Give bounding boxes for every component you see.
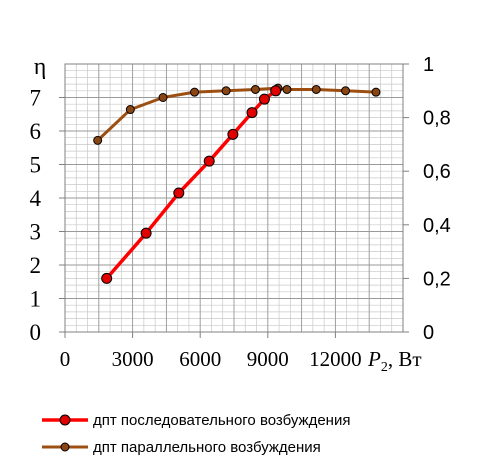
y-right-tick-label: 1 [423,54,434,76]
y-right-tick-label: 0,4 [423,215,451,237]
y-right-axis: 0 0,2 0,4 0,6 0,8 1 [402,54,451,344]
y-left-tick-label: 5 [30,153,42,178]
x-axis: 0 3000 6000 9000 12000 [60,331,403,371]
y-left-axis-label: η [34,54,47,80]
data-point-parallel [125,105,135,115]
data-point-parallel [190,87,200,97]
y-right-tick-label: 0,6 [423,161,451,183]
data-point-sequential [140,227,152,239]
x-tick-label: 0 [60,347,71,371]
y-right-tick-label: 0 [423,322,434,344]
x-axis-label-main: P [367,347,381,371]
data-point-sequential [203,155,215,167]
legend-marker [60,442,70,452]
x-tick-label: 9000 [247,347,289,371]
data-point-parallel [250,84,260,94]
series-layer [93,83,381,284]
y-left-tick-label: 7 [30,86,42,111]
x-axis-label: P2, Вт [367,347,422,375]
data-point-parallel [282,84,292,94]
y-left-axis: 0 1 2 3 4 5 6 7 [30,64,66,345]
data-point-parallel [341,86,351,96]
data-point-sequential [258,93,270,105]
data-point-sequential [246,107,258,119]
x-axis-label-unit: , Вт [388,347,422,371]
data-point-sequential [270,85,282,97]
x-tick-label: 12000 [309,347,362,371]
data-point-parallel [371,87,381,97]
x-tick-label: 6000 [179,347,221,371]
data-point-parallel [221,86,231,96]
y-left-tick-label: 1 [30,287,42,312]
legend-marker [59,414,71,426]
y-left-tick-label: 6 [30,119,42,144]
y-right-tick-label: 0,8 [423,108,451,130]
y-left-tick-label: 4 [30,186,42,211]
legend: дпт последовательного возбуждения дпт пар… [42,412,350,456]
y-left-tick-label: 3 [30,220,42,245]
x-tick-label: 3000 [112,347,154,371]
data-point-parallel [311,84,321,94]
y-right-tick-label: 0,2 [423,268,451,290]
grid-major [65,64,403,332]
legend-label: дпт последовательного возбуждения [93,412,350,429]
data-point-parallel [93,135,103,145]
y-left-tick-label: 0 [30,320,42,345]
data-point-sequential [173,187,185,199]
x-axis-label-sub: 2 [381,360,388,375]
data-point-sequential [227,128,239,140]
legend-label: дпт параллельного возбуждения [93,439,321,456]
y-left-tick-label: 2 [30,253,42,278]
data-point-sequential [101,272,113,284]
data-point-parallel [158,93,168,102]
